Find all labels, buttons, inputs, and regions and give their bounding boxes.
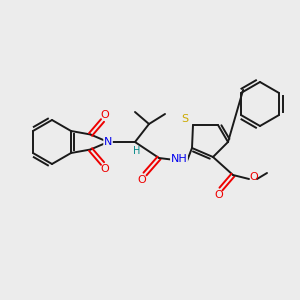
Text: N: N: [104, 137, 112, 147]
Text: NH: NH: [171, 154, 188, 164]
Text: S: S: [182, 114, 189, 124]
Text: O: O: [214, 190, 224, 200]
Text: O: O: [250, 172, 258, 182]
Text: O: O: [138, 175, 146, 185]
Text: H: H: [133, 146, 141, 156]
Text: O: O: [100, 110, 109, 119]
Text: O: O: [100, 164, 109, 175]
